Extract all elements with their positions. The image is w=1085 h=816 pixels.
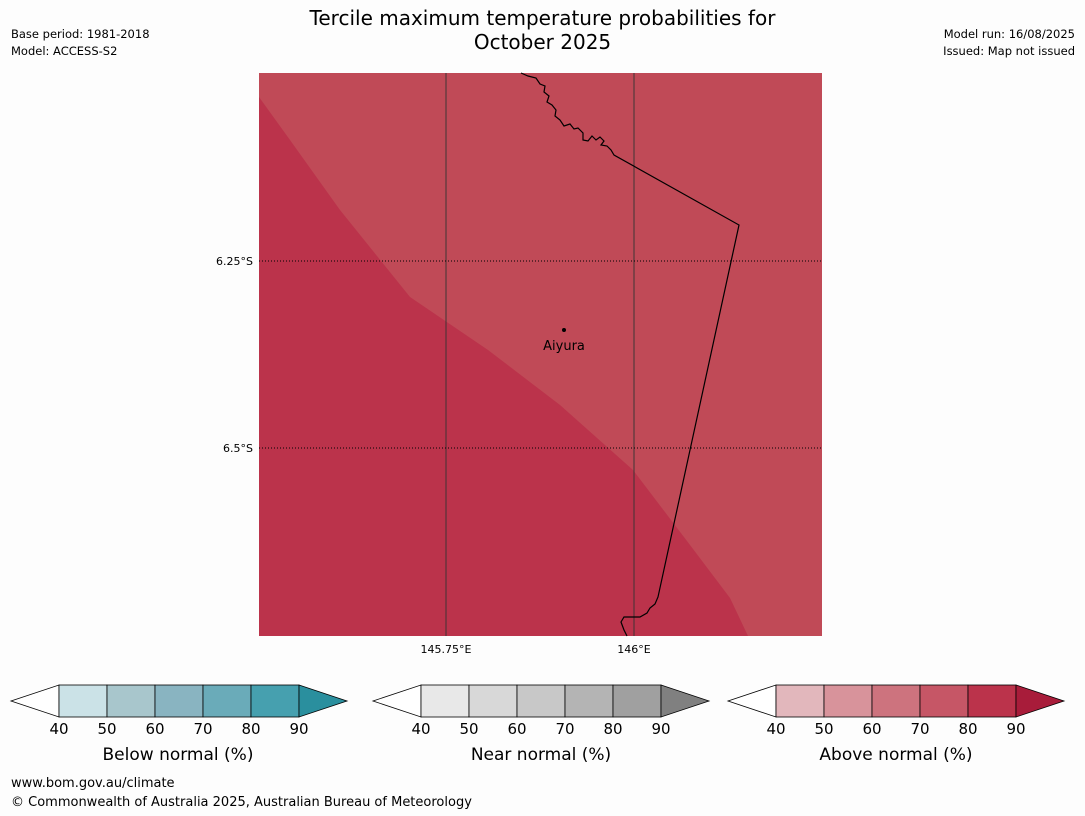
issued-status: Issued: Map not issued: [943, 44, 1075, 58]
colorbar-below-tick-label: 70: [193, 720, 212, 738]
colorbar-near-under: [371, 684, 422, 718]
colorbar-below-over: [298, 684, 349, 718]
lon-label-146: 146°E: [617, 643, 650, 656]
footer-copyright: © Commonwealth of Australia 2025, Austra…: [11, 795, 472, 810]
lon-label-145-75: 145.75°E: [421, 643, 472, 656]
colorbar-below-tick-label: 40: [49, 720, 68, 738]
colorbar-below-under: [9, 684, 60, 718]
colorbar-near-tick-label: 80: [603, 720, 622, 738]
colorbar-below-segment: [202, 684, 252, 718]
colorbar-below-tick-label: 50: [97, 720, 116, 738]
colorbar-label-below: Below normal (%): [102, 745, 254, 765]
colorbar-above-segment: [919, 684, 969, 718]
model-run: Model run: 16/08/2025: [943, 27, 1075, 41]
colorbar-above-segment: [871, 684, 921, 718]
colorbar-below-segment: [106, 684, 156, 718]
map-panel: Aiyura 6.25°S 6.5°S 145.75°E 146°E: [216, 72, 822, 656]
colorbar-above-segment: [823, 684, 873, 718]
colorbar-above-segment: [967, 684, 1017, 718]
colorbar-above-tick-label: 80: [958, 720, 977, 738]
lat-label-6-25: 6.25°S: [216, 255, 253, 268]
colorbar-near-segment: [564, 684, 614, 718]
title-line-1: Tercile maximum temperature probabilitie…: [309, 6, 776, 30]
aiyura-marker: [562, 328, 566, 332]
colorbar-near-segment: [516, 684, 566, 718]
colorbar-near-tick-label: 70: [555, 720, 574, 738]
colorbar-below-segment: [250, 684, 300, 718]
colorbar-above-under: [726, 684, 777, 718]
lat-label-6-5: 6.5°S: [223, 442, 253, 455]
colorbar-near-segment: [468, 684, 518, 718]
colorbar-above-tick-label: 70: [910, 720, 929, 738]
colorbar-near-tick-label: 50: [459, 720, 478, 738]
colorbar-above-tick-label: 50: [814, 720, 833, 738]
border-line: [520, 72, 740, 637]
colorbar-below-tick-label: 80: [241, 720, 260, 738]
model-name: Model: ACCESS-S2: [11, 44, 118, 58]
colorbar-below-tick-label: 90: [289, 720, 308, 738]
colorbar-near-tick-label: 40: [411, 720, 430, 738]
footer-url: www.bom.gov.au/climate: [11, 776, 175, 791]
colorbar-above-tick-label: 60: [862, 720, 881, 738]
colorbar-label-above: Above normal (%): [819, 745, 973, 765]
chart-title: Tercile maximum temperature probabilitie…: [0, 6, 1085, 54]
title-line-2: October 2025: [473, 30, 612, 54]
colorbar-near-segment: [612, 684, 662, 718]
colorbar-near-tick-label: 90: [651, 720, 670, 738]
probability-zone-80-90: [259, 97, 748, 636]
colorbar-below-tick-label: 60: [145, 720, 164, 738]
colorbar-below-segment: [154, 684, 204, 718]
aiyura-label: Aiyura: [543, 339, 585, 354]
colorbar-above-segment: [775, 684, 825, 718]
colorbar-label-near: Near normal (%): [470, 745, 612, 765]
base-period: Base period: 1981-2018: [11, 27, 150, 41]
colorbar-above-over: [1015, 684, 1066, 718]
colorbar-above-tick-label: 90: [1006, 720, 1025, 738]
run-info: Model run: 16/08/2025 Issued: Map not is…: [943, 26, 1075, 60]
colorbar-group: 40 50 60 70 80 90 40 50 60 70 80 90 40 50 60 70 80 90: [9, 684, 1066, 738]
base-info: Base period: 1981-2018 Model: ACCESS-S2: [11, 26, 150, 60]
colorbar-near-over: [660, 684, 711, 718]
colorbar-above-tick-label: 40: [766, 720, 785, 738]
colorbar-near-tick-label: 60: [507, 720, 526, 738]
colorbar-near-segment: [420, 684, 470, 718]
colorbar-below-segment: [58, 684, 108, 718]
